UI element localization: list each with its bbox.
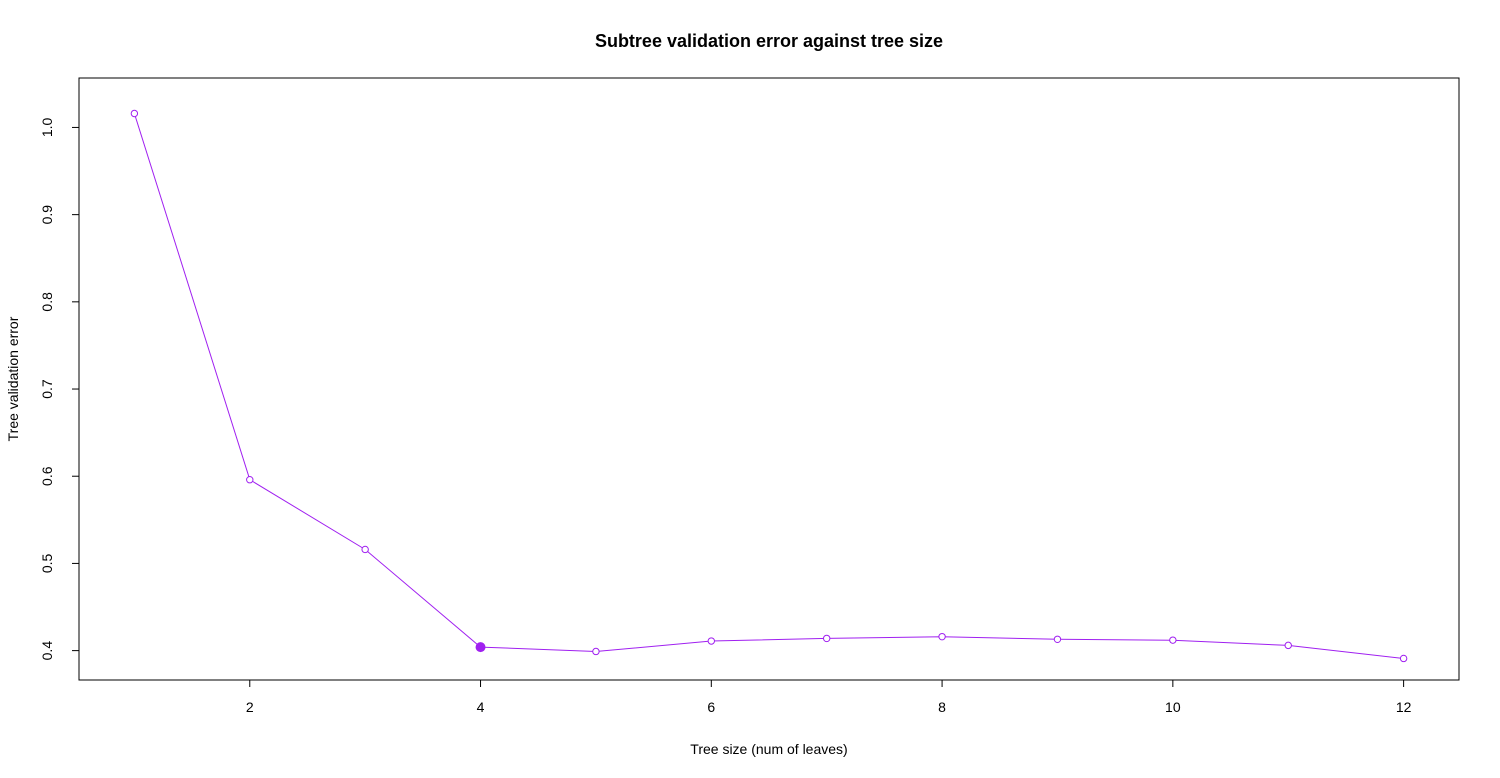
y-tick-label: 0.4 [39,641,55,661]
y-tick-label: 1.0 [39,117,55,137]
series-layer [130,109,1408,663]
data-point [1169,636,1177,644]
y-tick-label: 0.5 [39,553,55,573]
y-tick-label: 0.8 [39,292,55,312]
chart-title: Subtree validation error against tree si… [595,31,943,51]
data-point [938,632,946,641]
x-tick-label: 6 [707,699,715,715]
data-point [822,634,831,643]
x-tick-label: 8 [938,699,946,715]
y-axis-label: Tree validation error [5,316,21,441]
highlight-point [475,642,486,653]
x-tick-label: 2 [246,699,254,715]
y-tick-label: 0.9 [39,205,55,225]
x-axis-label: Tree size (num of leaves) [690,741,847,757]
x-tick-label: 4 [477,699,485,715]
x-tick-label: 12 [1396,699,1412,715]
data-point [592,647,600,656]
data-point [1284,641,1292,650]
data-point [361,545,369,554]
y-tick-label: 0.7 [39,379,55,399]
data-point [130,109,139,118]
data-point [246,476,254,484]
series-line [133,113,1404,659]
axes: 2 4 6 8 10 12 0.4 0.5 0.6 0.7 0.8 0.9 1.0 [39,117,1412,715]
data-point [1053,635,1062,643]
y-tick-label: 0.6 [39,466,55,486]
data-point [707,637,716,645]
data-point [1399,654,1408,663]
plot-frame [78,77,1460,681]
x-tick-label: 10 [1165,699,1181,715]
